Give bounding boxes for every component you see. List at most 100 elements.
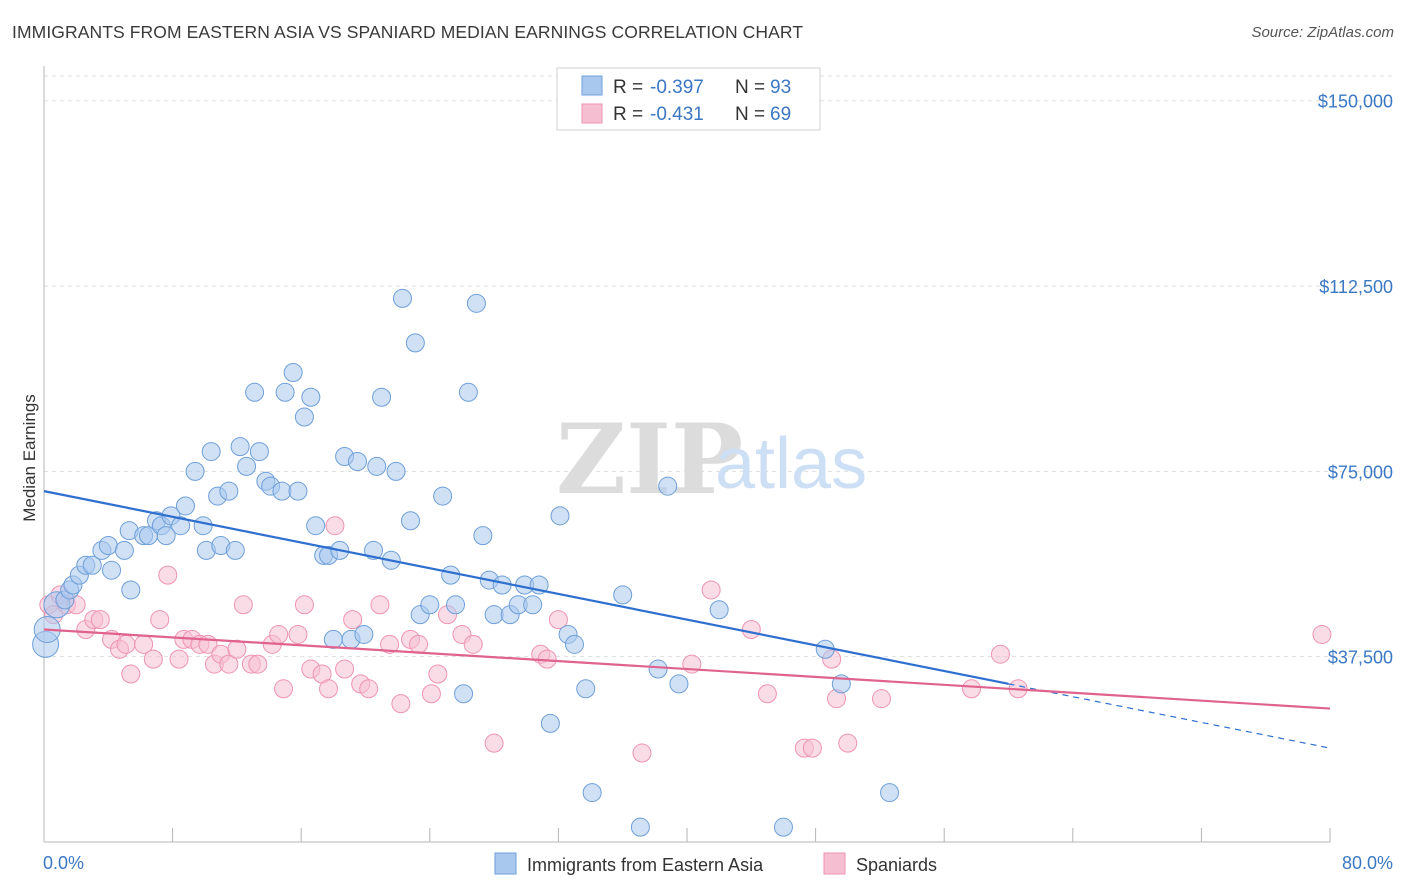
legend-r-value-pink: -0.431 (650, 104, 704, 125)
data-point-pink (116, 634, 136, 654)
data-point-pink (90, 610, 110, 630)
data-point-blue (283, 363, 303, 383)
data-point-blue (249, 442, 269, 462)
legend-r-value-blue: -0.397 (650, 77, 704, 98)
data-point-blue (433, 486, 453, 506)
data-point-blue (540, 713, 560, 733)
data-point-pink (227, 639, 247, 659)
data-point-blue (458, 382, 478, 402)
data-point-blue (420, 595, 440, 615)
data-point-pink (701, 580, 721, 600)
watermark: ZIP atlas (556, 403, 867, 516)
data-point-pink (274, 679, 294, 699)
data-point-blue (364, 540, 384, 560)
data-point-blue (114, 540, 134, 560)
data-point-blue (648, 659, 668, 679)
data-point-blue (171, 516, 191, 536)
data-point-blue (401, 511, 421, 531)
data-point-blue (230, 437, 250, 457)
data-point-blue (288, 481, 308, 501)
series-legend-label-pink: Spaniards (856, 855, 937, 875)
data-point-pink (872, 689, 892, 709)
data-point-blue (98, 535, 118, 555)
data-point-pink (335, 659, 355, 679)
data-point-blue (301, 387, 321, 407)
data-point-pink (421, 684, 441, 704)
data-point-blue (156, 526, 176, 546)
data-point-pink (380, 634, 400, 654)
data-point-blue (466, 293, 486, 313)
data-point-blue (347, 451, 367, 471)
series-legend-label-blue: Immigrants from Eastern Asia (527, 855, 764, 875)
data-point-pink (158, 565, 178, 585)
data-point-blue (473, 526, 493, 546)
data-point-pink (169, 649, 189, 669)
data-point-blue (550, 506, 570, 526)
y-tick-label: $37,500 (1328, 648, 1393, 668)
legend-r-label-pink: R = (613, 104, 643, 125)
data-point-blue (386, 461, 406, 481)
watermark-atlas: atlas (715, 424, 867, 504)
data-point-pink (428, 664, 448, 684)
data-point-blue (582, 783, 602, 803)
data-point-pink (802, 738, 822, 758)
data-point-blue (294, 407, 314, 427)
data-point-blue (272, 481, 292, 501)
data-point-blue (306, 516, 326, 536)
y-axis-title: Median Earnings (20, 394, 39, 522)
data-point-blue (175, 496, 195, 516)
watermark-zip: ZIP (556, 403, 743, 516)
y-tick-label: $150,000 (1318, 92, 1393, 112)
data-point-blue (658, 476, 678, 496)
stats-legend: R = -0.397 N = 93 R = -0.431 N = 69 (556, 67, 821, 131)
data-point-pink (288, 624, 308, 644)
data-point-blue (237, 456, 257, 476)
data-point-pink (548, 610, 568, 630)
data-point-pink (409, 634, 429, 654)
data-point-pink (325, 516, 345, 536)
data-point-pink (269, 624, 289, 644)
data-point-pink (359, 679, 379, 699)
legend-n-label-pink: N = (735, 104, 765, 125)
data-point-blue (185, 461, 205, 481)
data-point-blue (354, 624, 374, 644)
data-point-blue (405, 333, 425, 353)
data-point-blue (446, 595, 466, 615)
x-tick-label-min: 0.0% (43, 853, 84, 873)
data-point-blue (484, 605, 504, 625)
data-point-blue (630, 817, 650, 837)
series-legend-swatch-pink (823, 852, 846, 875)
data-point-blue (576, 679, 596, 699)
data-point-pink (838, 733, 858, 753)
data-point-blue (102, 560, 122, 580)
data-point-pink (1312, 624, 1332, 644)
data-point-blue (219, 481, 239, 501)
data-point-pink (463, 634, 483, 654)
data-point-blue (193, 516, 213, 536)
data-point-pink (294, 595, 314, 615)
legend-n-value-pink: 69 (770, 104, 791, 125)
data-point-pink (233, 595, 253, 615)
legend-swatch-blue (581, 75, 603, 96)
data-point-blue (773, 817, 793, 837)
data-point-blue (523, 595, 543, 615)
data-point-pink (990, 644, 1010, 664)
data-point-pink (757, 684, 777, 704)
data-point-pink (741, 619, 761, 639)
series-legend: Immigrants from Eastern Asia Spaniards (494, 852, 937, 875)
data-point-blue (669, 674, 689, 694)
data-point-blue (392, 288, 412, 308)
axes (43, 66, 1331, 843)
data-point-pink (391, 694, 411, 714)
data-point-blue (225, 540, 245, 560)
data-point-blue (201, 442, 221, 462)
legend-swatch-pink (581, 103, 603, 124)
legend-r-label-blue: R = (613, 77, 643, 98)
data-point-pink (143, 649, 163, 669)
trend-lines (43, 490, 1331, 749)
data-point-blue (82, 555, 102, 575)
data-point-pink (632, 743, 652, 763)
chart-title: IMMIGRANTS FROM EASTERN ASIA VS SPANIARD… (12, 22, 804, 42)
legend-n-value-blue: 93 (770, 77, 791, 98)
